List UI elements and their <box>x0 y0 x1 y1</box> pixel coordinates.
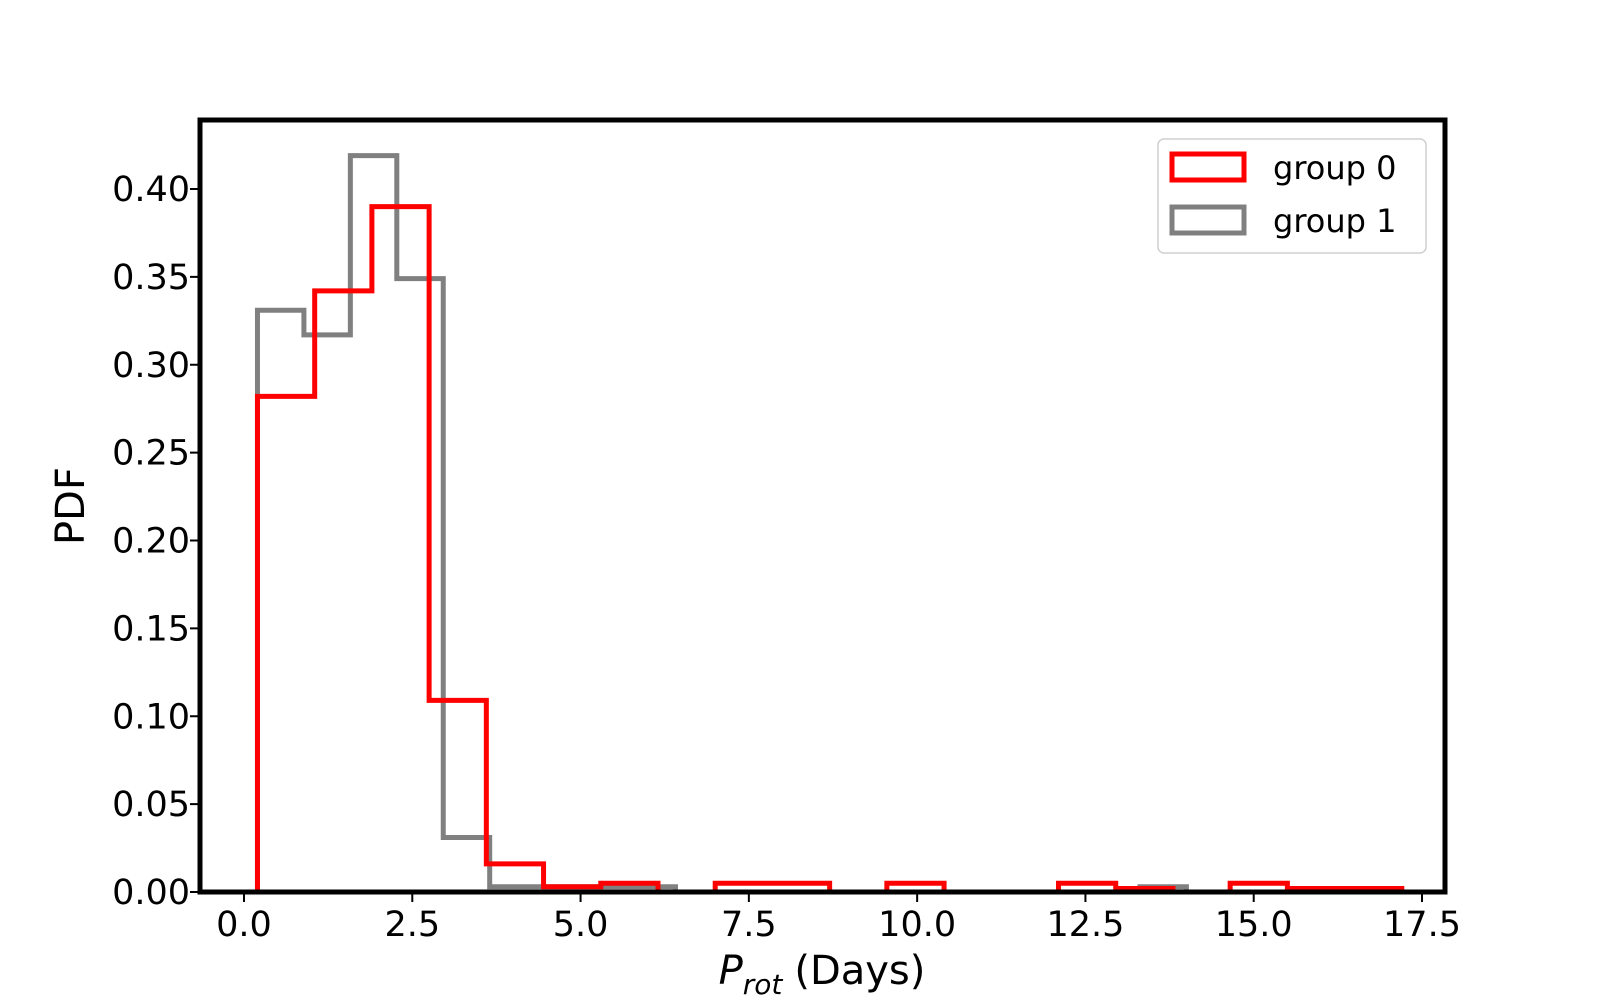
y-tick-label: 0.10 <box>112 697 190 737</box>
legend-label-group-1: group 1 <box>1273 202 1396 240</box>
y-axis-label: PDF <box>48 467 94 545</box>
legend-box <box>1157 138 1427 254</box>
x-axis-label-unit: (Days) <box>794 948 925 994</box>
y-axis: 0.00 0.05 0.10 0.15 0.20 0.25 0.30 0.35 0.40 <box>112 170 200 913</box>
legend-swatch-group-0 <box>1169 151 1247 183</box>
plot-frame <box>197 117 1448 895</box>
x-tick-label: 17.5 <box>1383 905 1461 945</box>
legend-label-group-0: group 0 <box>1273 149 1396 187</box>
x-tick-label: 7.5 <box>721 905 777 945</box>
x-tick-label: 10.0 <box>878 905 956 945</box>
x-axis-label-subscript: rot <box>743 968 784 1000</box>
y-tick-label: 0.25 <box>112 434 190 474</box>
y-tick-label: 0.15 <box>112 609 190 649</box>
y-tick-label: 0.35 <box>112 258 190 298</box>
y-tick-label: 0.20 <box>112 522 190 562</box>
legend-swatch-group-1 <box>1169 204 1247 236</box>
y-tick-label: 0.00 <box>112 873 190 913</box>
x-tick-label: 0.0 <box>216 905 272 945</box>
x-tick-label: 2.5 <box>384 905 440 945</box>
histogram-step-group-0 <box>254 204 1405 895</box>
x-tick-label: 5.0 <box>553 905 609 945</box>
x-axis-label: Prot (Days) <box>719 948 926 1000</box>
x-tick-label: 12.5 <box>1046 905 1124 945</box>
x-axis-label-main: P <box>719 948 744 994</box>
x-tick-label: 15.0 <box>1215 905 1293 945</box>
y-tick-label: 0.30 <box>112 346 190 386</box>
x-axis: 0.0 2.5 5.0 7.5 10.0 12.5 15.0 17.5 <box>216 892 1461 945</box>
series-layer <box>254 153 1405 895</box>
y-tick-label: 0.40 <box>112 170 190 210</box>
histogram-step-group-1 <box>254 153 1189 895</box>
legend: group 0 group 1 <box>1157 138 1427 254</box>
y-tick-label: 0.05 <box>112 785 190 825</box>
